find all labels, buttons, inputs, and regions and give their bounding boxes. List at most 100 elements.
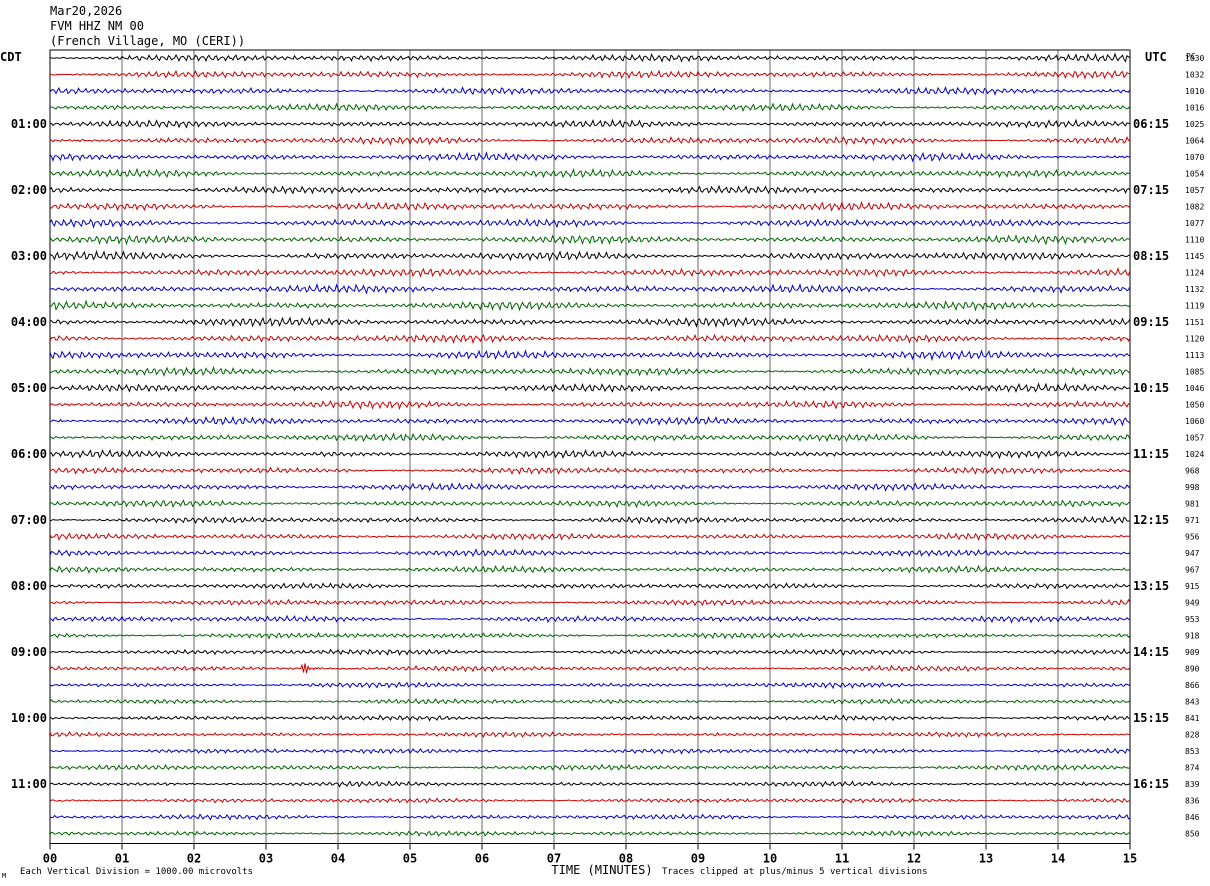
trace-line	[49, 333, 1131, 345]
trace-line	[49, 415, 1131, 427]
trace-value-label: 828	[1185, 731, 1200, 740]
trace-line	[49, 151, 1130, 163]
trace-value-label: 968	[1185, 467, 1200, 476]
trace-value-label: 1110	[1185, 236, 1204, 245]
trace-value-label: 866	[1185, 681, 1200, 690]
trace-line	[49, 299, 1131, 312]
right-hour-label: 15:15	[1133, 711, 1169, 725]
x-tick-label-02: 02	[187, 852, 201, 866]
right-hour-label: 10:15	[1133, 381, 1169, 395]
trace-value-label: 874	[1185, 764, 1200, 773]
trace-line	[49, 448, 1131, 460]
trace-line	[49, 86, 1131, 96]
left-timezone-label: CDT	[0, 50, 22, 64]
trace-line	[49, 747, 1131, 755]
trace-line	[49, 763, 1131, 772]
trace-line	[49, 582, 1131, 590]
trace-line	[49, 282, 1131, 295]
trace-line	[49, 482, 1131, 492]
x-axis-title: TIME (MINUTES)	[551, 863, 652, 877]
right-hour-label: 09:15	[1133, 315, 1169, 329]
trace-value-label: 843	[1185, 698, 1200, 707]
x-tick-label-01: 01	[115, 852, 129, 866]
trace-value-label: 850	[1185, 830, 1200, 839]
trace-line	[49, 830, 1131, 838]
right-timezone-label: UTC	[1145, 50, 1167, 64]
trace-line	[49, 118, 1131, 129]
trace-value-label: 1016	[1185, 104, 1204, 113]
trace-line	[49, 813, 1131, 821]
trace-value-label: 1070	[1185, 153, 1204, 162]
right-hour-label: 06:15	[1133, 117, 1169, 131]
trace-line	[49, 249, 1131, 262]
left-hour-label: 04:00	[11, 315, 47, 329]
right-hour-label: 13:15	[1133, 579, 1169, 593]
trace-value-label: 998	[1185, 483, 1200, 492]
trace-value-label: 836	[1185, 797, 1200, 806]
trace-value-label: 1060	[1185, 417, 1204, 426]
trace-line	[49, 681, 1131, 690]
x-tick-label-03: 03	[259, 852, 273, 866]
x-tick-label-00: 00	[43, 852, 57, 866]
left-hour-label: 03:00	[11, 249, 47, 263]
left-hour-label: 07:00	[11, 513, 47, 527]
trace-line	[49, 663, 1131, 674]
trace-line	[49, 184, 1131, 195]
trace-value-label: 915	[1185, 582, 1200, 591]
axis-labels: 00 01 02 03 04 05 06 07 08 09 10 11 12 13 14 15 TIME (MI…	[0, 50, 1204, 877]
trace-line	[49, 69, 1131, 80]
right-hour-label: 14:15	[1133, 645, 1169, 659]
clip-note: Traces clipped at plus/minus 5 vertical …	[662, 867, 928, 877]
trace-line	[49, 797, 1131, 804]
trace-value-label: 1046	[1185, 384, 1204, 393]
trace-value-label: 981	[1185, 500, 1200, 509]
trace-line	[49, 200, 1131, 212]
trace-value-label: 1024	[1185, 450, 1204, 459]
trace-line	[49, 399, 1131, 411]
trace-value-label: 947	[1185, 549, 1200, 558]
trace-value-label: 956	[1185, 533, 1200, 542]
trace-line	[49, 432, 1131, 443]
trace-value-label: 1145	[1185, 252, 1204, 261]
trace-line	[49, 515, 1131, 525]
trace-line	[49, 52, 1131, 63]
x-tick-label-11: 11	[835, 852, 849, 866]
left-hour-label: 02:00	[11, 183, 47, 197]
trace-value-label: 1057	[1185, 186, 1204, 195]
trace-value-label: 839	[1185, 780, 1200, 789]
trace-value-label: 1025	[1185, 120, 1204, 129]
trace-value-label: 1120	[1185, 335, 1204, 344]
trace-value-label: 1124	[1185, 269, 1204, 278]
trace-line	[49, 730, 1131, 738]
right-hour-label: 11:15	[1133, 447, 1169, 461]
x-tick-label-12: 12	[907, 852, 921, 866]
left-hour-label: 08:00	[11, 579, 47, 593]
right-hour-label: 16:15	[1133, 777, 1169, 791]
plot-frame	[49, 49, 1131, 844]
trace-value-label: 1132	[1185, 285, 1204, 294]
trace-value-label: 1082	[1185, 203, 1204, 212]
trace-value-label: 1077	[1185, 219, 1204, 228]
trace-value-label: 971	[1185, 516, 1200, 525]
trace-line	[49, 548, 1131, 558]
x-tick-label-05: 05	[403, 852, 417, 866]
trace-line	[49, 234, 1131, 246]
x-tick-label-08: 08	[619, 852, 633, 866]
trace-line	[49, 217, 1131, 229]
trace-value-label: 1054	[1185, 170, 1204, 179]
trace-line	[49, 267, 1131, 278]
trace-value-label: 1085	[1185, 368, 1204, 377]
trace-value-label: 853	[1185, 747, 1200, 756]
right-hour-label: 12:15	[1133, 513, 1169, 527]
traces	[49, 52, 1131, 838]
trace-line	[49, 564, 1131, 574]
scale-note: Each Vertical Division = 1000.00 microvo…	[20, 867, 253, 877]
x-tick-label-14: 14	[1051, 852, 1065, 866]
trace-value-label: 1030	[1185, 54, 1204, 63]
trace-value-label: 949	[1185, 599, 1200, 608]
x-tick-label-09: 09	[691, 852, 705, 866]
trace-value-label: 1151	[1185, 318, 1204, 327]
left-hour-label: 09:00	[11, 645, 47, 659]
trace-line	[49, 135, 1131, 146]
